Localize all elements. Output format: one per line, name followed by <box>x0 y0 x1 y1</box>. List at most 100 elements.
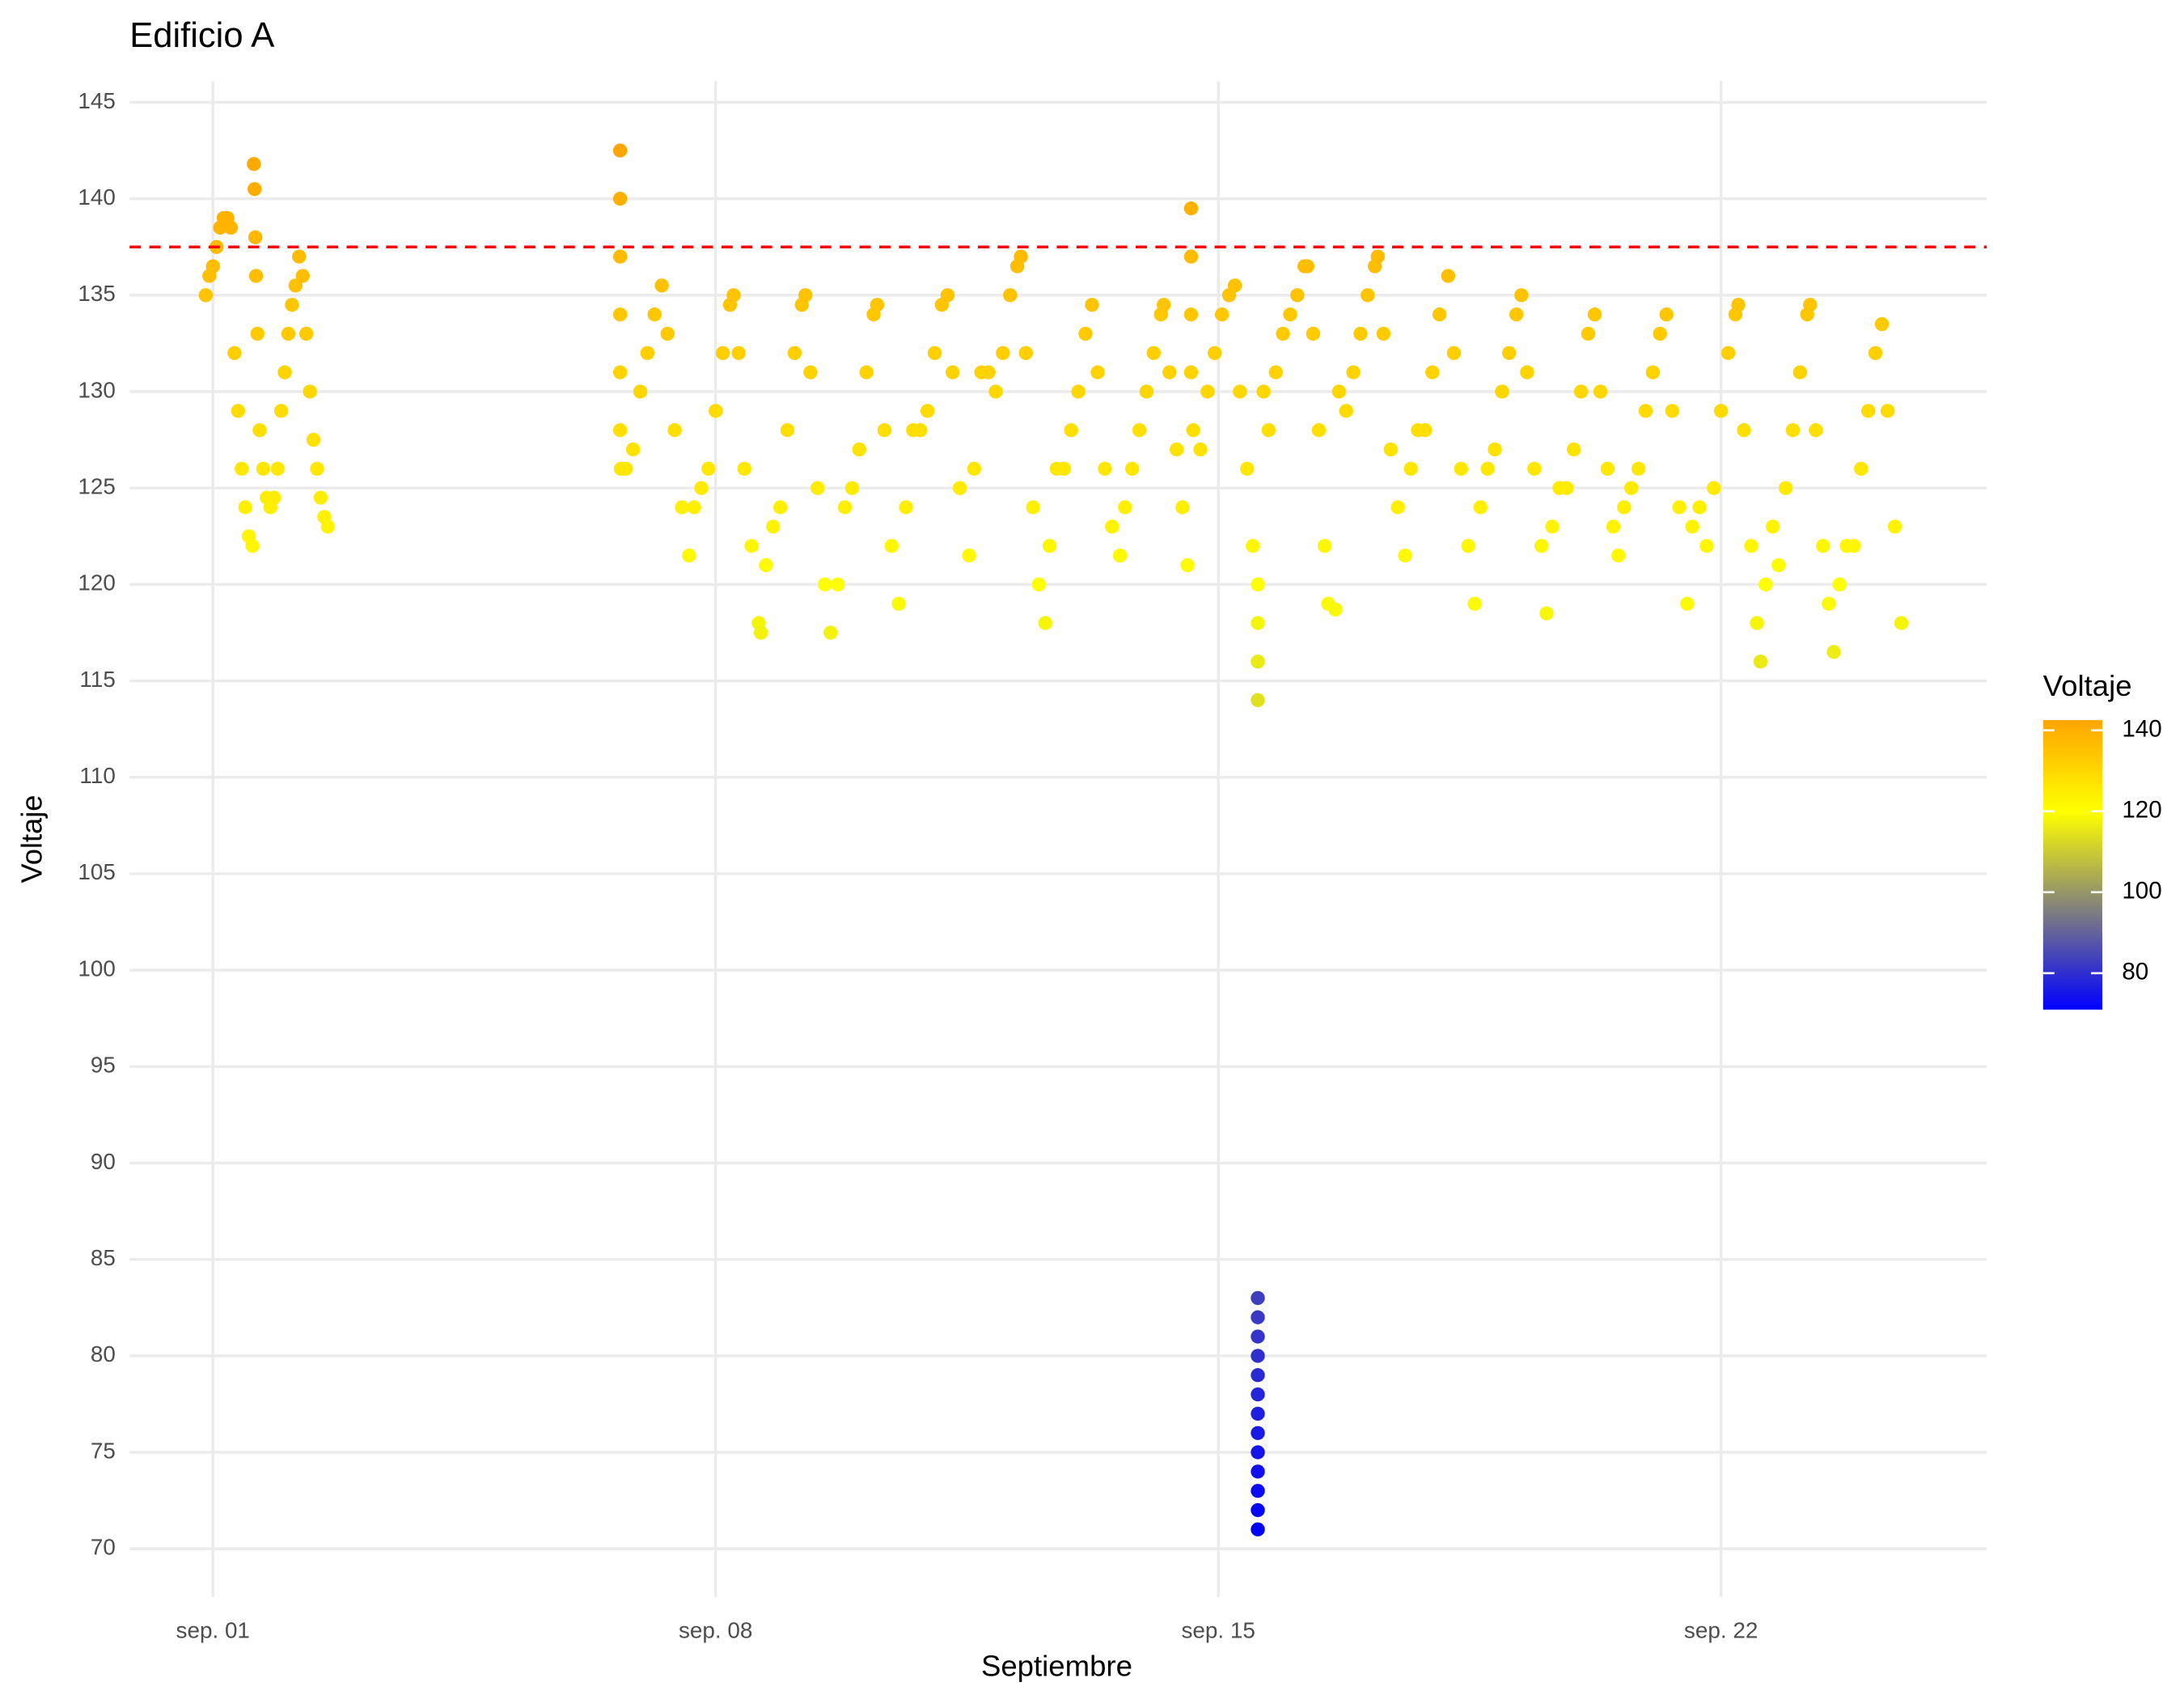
point <box>1031 577 1046 592</box>
point <box>1581 326 1596 341</box>
point <box>877 423 892 438</box>
point <box>1418 423 1433 438</box>
point <box>830 577 845 592</box>
point <box>1753 655 1768 669</box>
point <box>1118 500 1132 515</box>
point <box>1042 539 1057 553</box>
point <box>1300 259 1314 273</box>
point <box>1894 616 1909 630</box>
y-tick-label: 105 <box>78 859 115 884</box>
points <box>198 143 1909 1537</box>
point <box>884 539 899 553</box>
legend-tick-label: 120 <box>2122 797 2161 824</box>
point <box>625 442 641 457</box>
point <box>250 326 265 341</box>
point <box>1645 365 1661 379</box>
point <box>1488 442 1502 457</box>
point <box>1251 616 1265 630</box>
point <box>1509 307 1524 322</box>
point <box>1803 298 1818 312</box>
point <box>1854 461 1869 477</box>
x-tick-label: sep. 15 <box>1181 1617 1255 1642</box>
point <box>231 404 246 418</box>
point <box>772 500 788 515</box>
point <box>1180 557 1195 573</box>
point <box>701 461 716 477</box>
point <box>1208 345 1222 360</box>
point <box>612 307 628 322</box>
point <box>744 539 759 553</box>
point <box>205 259 220 273</box>
point <box>1056 461 1072 477</box>
point <box>1251 655 1265 669</box>
point <box>731 345 746 360</box>
point <box>1432 307 1447 322</box>
point <box>1251 1290 1265 1305</box>
point <box>1610 548 1626 563</box>
legend-tick-label: 140 <box>2122 716 2161 743</box>
point <box>1239 461 1255 477</box>
point <box>292 249 307 264</box>
y-tick-label: 120 <box>78 570 115 595</box>
point <box>1251 1464 1265 1479</box>
point <box>823 625 838 640</box>
point <box>1078 326 1093 341</box>
point <box>266 490 281 505</box>
point <box>1560 481 1574 495</box>
point <box>1353 326 1368 341</box>
point <box>1737 423 1751 438</box>
point <box>1251 1406 1265 1421</box>
y-tick-label: 95 <box>91 1053 116 1078</box>
point <box>1361 288 1375 303</box>
point <box>1467 596 1482 611</box>
point <box>1454 461 1468 477</box>
legend-title: Voltaje <box>2043 669 2132 702</box>
point <box>612 192 628 206</box>
point <box>247 157 261 172</box>
point <box>288 278 303 293</box>
point <box>1573 384 1589 399</box>
y-tick-label: 125 <box>78 474 115 499</box>
point <box>1520 365 1534 379</box>
point <box>1124 461 1140 477</box>
point <box>1251 1368 1265 1383</box>
point <box>1156 298 1171 312</box>
y-tick-label: 145 <box>78 88 115 113</box>
point <box>1376 326 1391 341</box>
point <box>945 365 960 379</box>
point <box>227 345 242 360</box>
point <box>1461 539 1475 553</box>
point <box>1441 269 1455 283</box>
point <box>612 423 628 438</box>
point <box>654 278 669 293</box>
point <box>285 298 299 312</box>
point <box>962 548 976 563</box>
point <box>787 345 802 360</box>
point <box>1064 423 1078 438</box>
point <box>1175 500 1190 515</box>
point <box>667 423 682 438</box>
y-tick-label: 70 <box>91 1535 116 1560</box>
point <box>1311 423 1327 438</box>
point <box>1874 316 1890 332</box>
point <box>1370 249 1385 264</box>
point <box>1026 500 1040 515</box>
point <box>1527 461 1542 477</box>
point <box>1261 423 1276 438</box>
point <box>281 326 296 341</box>
y-tick-label: 80 <box>91 1341 116 1366</box>
point <box>817 577 832 592</box>
point <box>1534 539 1549 553</box>
point <box>248 182 262 197</box>
y-tick-label: 100 <box>78 956 115 981</box>
point <box>682 548 696 563</box>
point <box>1331 384 1347 399</box>
point <box>306 432 321 447</box>
point <box>1193 442 1208 457</box>
point <box>1699 539 1714 553</box>
legend-tick-label: 100 <box>2122 878 2161 905</box>
point <box>1085 298 1099 312</box>
point <box>1227 278 1242 293</box>
point <box>852 442 866 457</box>
